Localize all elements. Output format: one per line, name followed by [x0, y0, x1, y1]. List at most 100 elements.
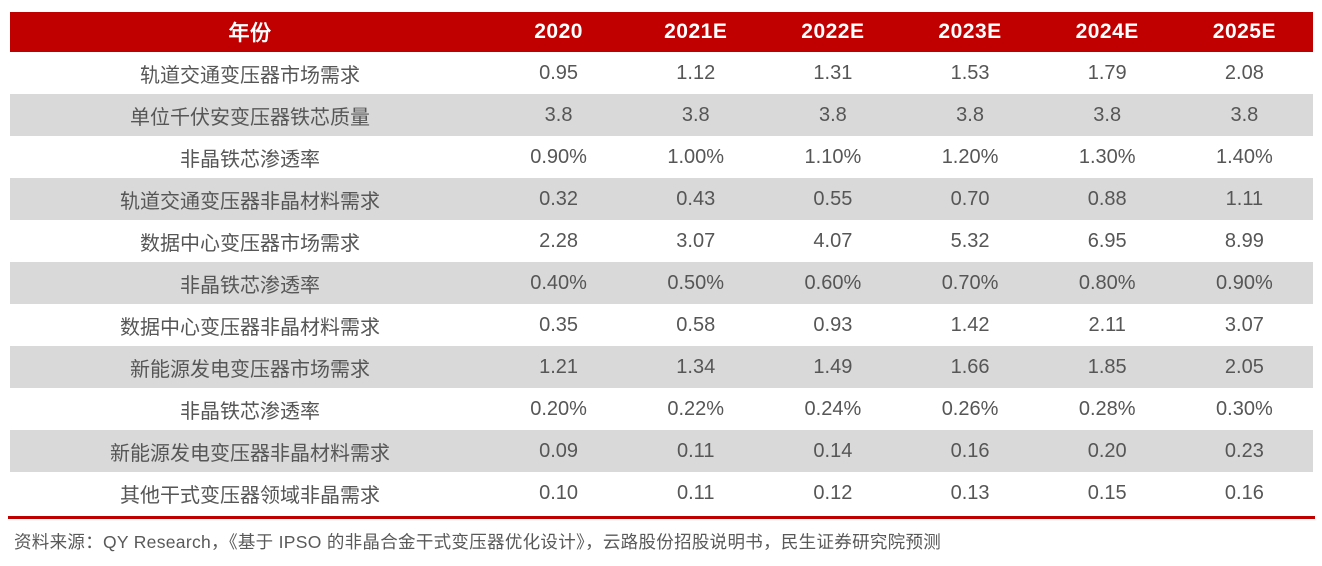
- row-label: 新能源发电变压器非晶材料需求: [110, 442, 390, 465]
- table-row: 轨道交通变压器非晶材料需求 0.32 0.43 0.55 0.70 0.88 1.11: [10, 178, 1313, 220]
- data-cell: 0.32: [539, 187, 579, 210]
- row-label: 非晶铁芯渗透率: [180, 400, 320, 423]
- data-cell: 6.95: [1087, 229, 1127, 252]
- data-cell: 3.8: [956, 103, 984, 126]
- table-row: 非晶铁芯渗透率 0.90% 1.00% 1.10% 1.20% 1.30% 1.40%: [10, 136, 1313, 178]
- data-cell: 0.28%: [1078, 397, 1136, 420]
- data-cell: 0.55: [813, 187, 853, 210]
- data-cell: 3.07: [676, 229, 716, 252]
- data-cell: 0.90%: [530, 145, 587, 168]
- data-cell: 1.53: [950, 61, 990, 84]
- row-label: 数据中心变压器市场需求: [140, 232, 360, 255]
- row-label: 其他干式变压器领域非晶需求: [120, 484, 380, 507]
- data-cell: 0.15: [1087, 481, 1127, 504]
- data-cell: 1.12: [676, 61, 716, 84]
- table-row: 新能源发电变压器非晶材料需求 0.09 0.11 0.14 0.16 0.20 0.23: [10, 430, 1313, 472]
- amorphous-demand-forecast-table: 年份 2020 2021E 2022E 2023E 2024E 2025E 轨道交通变压器市…: [10, 12, 1313, 514]
- row-label: 非晶铁芯渗透率: [180, 274, 320, 297]
- data-cell: 0.13: [950, 481, 990, 504]
- table-row: 单位千伏安变压器铁芯质量 3.8 3.8 3.8 3.8 3.8 3.8: [10, 94, 1313, 136]
- table-bottom-rule: [8, 516, 1315, 519]
- data-cell: 0.80%: [1078, 271, 1136, 294]
- data-cell: 1.85: [1087, 355, 1127, 378]
- data-cell: 0.30%: [1216, 397, 1273, 420]
- table-row: 新能源发电变压器市场需求 1.21 1.34 1.49 1.66 1.85 2.05: [10, 346, 1313, 388]
- row-label: 数据中心变压器非晶材料需求: [120, 316, 380, 339]
- data-cell: 1.10%: [804, 145, 862, 168]
- data-cell: 3.8: [1093, 103, 1122, 126]
- header-cell-year-2021E: 2021E: [627, 12, 765, 52]
- data-cell: 0.11: [677, 439, 715, 462]
- data-cell: 0.20%: [530, 397, 587, 420]
- table-row: 数据中心变压器市场需求 2.28 3.07 4.07 5.32 6.95 8.99: [10, 220, 1313, 262]
- data-cell: 2.28: [539, 229, 579, 252]
- row-label: 轨道交通变压器市场需求: [140, 64, 360, 87]
- data-cell: 0.93: [813, 313, 853, 336]
- data-cell: 0.24%: [804, 397, 862, 420]
- data-cell: 1.79: [1087, 61, 1127, 84]
- row-label: 轨道交通变压器非晶材料需求: [120, 190, 380, 213]
- data-cell: 0.88: [1087, 187, 1127, 210]
- data-cell: 3.8: [681, 103, 710, 126]
- data-cell: 1.42: [950, 313, 990, 336]
- data-cell: 4.07: [813, 229, 853, 252]
- forecast-table-container: 年份 2020 2021E 2022E 2023E 2024E 2025E 轨道交通变压器市…: [10, 12, 1313, 514]
- data-cell: 2.08: [1224, 61, 1264, 84]
- data-cell: 0.35: [539, 313, 579, 336]
- data-cell: 0.22%: [667, 397, 725, 420]
- data-cell: 0.70: [950, 187, 990, 210]
- table-row: 非晶铁芯渗透率 0.40% 0.50% 0.60% 0.70% 0.80% 0.90%: [10, 262, 1313, 304]
- data-cell: 1.30%: [1078, 145, 1136, 168]
- data-cell: 5.32: [950, 229, 990, 252]
- data-cell: 1.34: [676, 355, 716, 378]
- data-cell: 0.16: [1224, 481, 1264, 504]
- data-cell: 0.26%: [941, 397, 999, 420]
- data-cell: 1.00%: [667, 145, 725, 168]
- source-note: 资料来源：QY Research，《基于 IPSO 的非晶合金干式变压器优化设计…: [14, 532, 942, 552]
- data-cell: 1.20%: [941, 145, 999, 168]
- data-cell: 0.40%: [530, 271, 587, 294]
- table-row: 非晶铁芯渗透率 0.20% 0.22% 0.24% 0.26% 0.28% 0.30%: [10, 388, 1313, 430]
- data-cell: 3.07: [1224, 313, 1264, 336]
- data-cell: 1.49: [813, 355, 853, 378]
- header-cell-metric: 年份: [10, 12, 490, 52]
- data-cell: 0.09: [539, 439, 579, 462]
- row-label: 单位千伏安变压器铁芯质量: [130, 106, 370, 129]
- data-cell: 0.12: [813, 481, 853, 504]
- data-cell: 0.50%: [667, 271, 725, 294]
- row-label: 新能源发电变压器市场需求: [130, 358, 370, 381]
- data-cell: 0.95: [539, 61, 579, 84]
- header-cell-year-2022E: 2022E: [764, 12, 902, 52]
- data-cell: 0.90%: [1216, 271, 1273, 294]
- data-cell: 3.8: [1230, 103, 1259, 126]
- data-cell: 2.11: [1088, 313, 1126, 336]
- data-cell: 2.05: [1224, 355, 1264, 378]
- header-cell-year-2024E: 2024E: [1038, 12, 1176, 52]
- header-cell-year-2023E: 2023E: [901, 12, 1039, 52]
- header-cell-year-2020: 2020: [490, 12, 628, 52]
- data-cell: 0.20: [1087, 439, 1127, 462]
- data-cell: 0.14: [813, 439, 853, 462]
- data-cell: 3.8: [544, 103, 573, 126]
- table-row: 轨道交通变压器市场需求 0.95 1.12 1.31 1.53 1.79 2.08: [10, 52, 1313, 94]
- data-cell: 0.43: [676, 187, 716, 210]
- data-cell: 0.10: [539, 481, 579, 504]
- data-cell: 1.31: [813, 61, 853, 84]
- data-cell: 0.70%: [941, 271, 999, 294]
- table-header-row: 年份 2020 2021E 2022E 2023E 2024E 2025E: [10, 12, 1313, 52]
- data-cell: 0.23: [1224, 439, 1264, 462]
- row-label: 非晶铁芯渗透率: [180, 148, 320, 171]
- table-body: 轨道交通变压器市场需求 0.95 1.12 1.31 1.53 1.79 2.08 单位千伏安…: [10, 52, 1313, 514]
- data-cell: 1.66: [950, 355, 990, 378]
- data-cell: 0.58: [676, 313, 716, 336]
- data-cell: 1.21: [539, 355, 579, 378]
- data-cell: 0.16: [950, 439, 990, 462]
- data-cell: 8.99: [1224, 229, 1264, 252]
- data-cell: 1.11: [1225, 187, 1264, 210]
- data-cell: 3.8: [818, 103, 847, 126]
- header-cell-year-2025E: 2025E: [1175, 12, 1313, 52]
- data-cell: 0.60%: [804, 271, 862, 294]
- table-head: 年份 2020 2021E 2022E 2023E 2024E 2025E: [10, 12, 1313, 52]
- data-cell: 1.40%: [1216, 145, 1273, 168]
